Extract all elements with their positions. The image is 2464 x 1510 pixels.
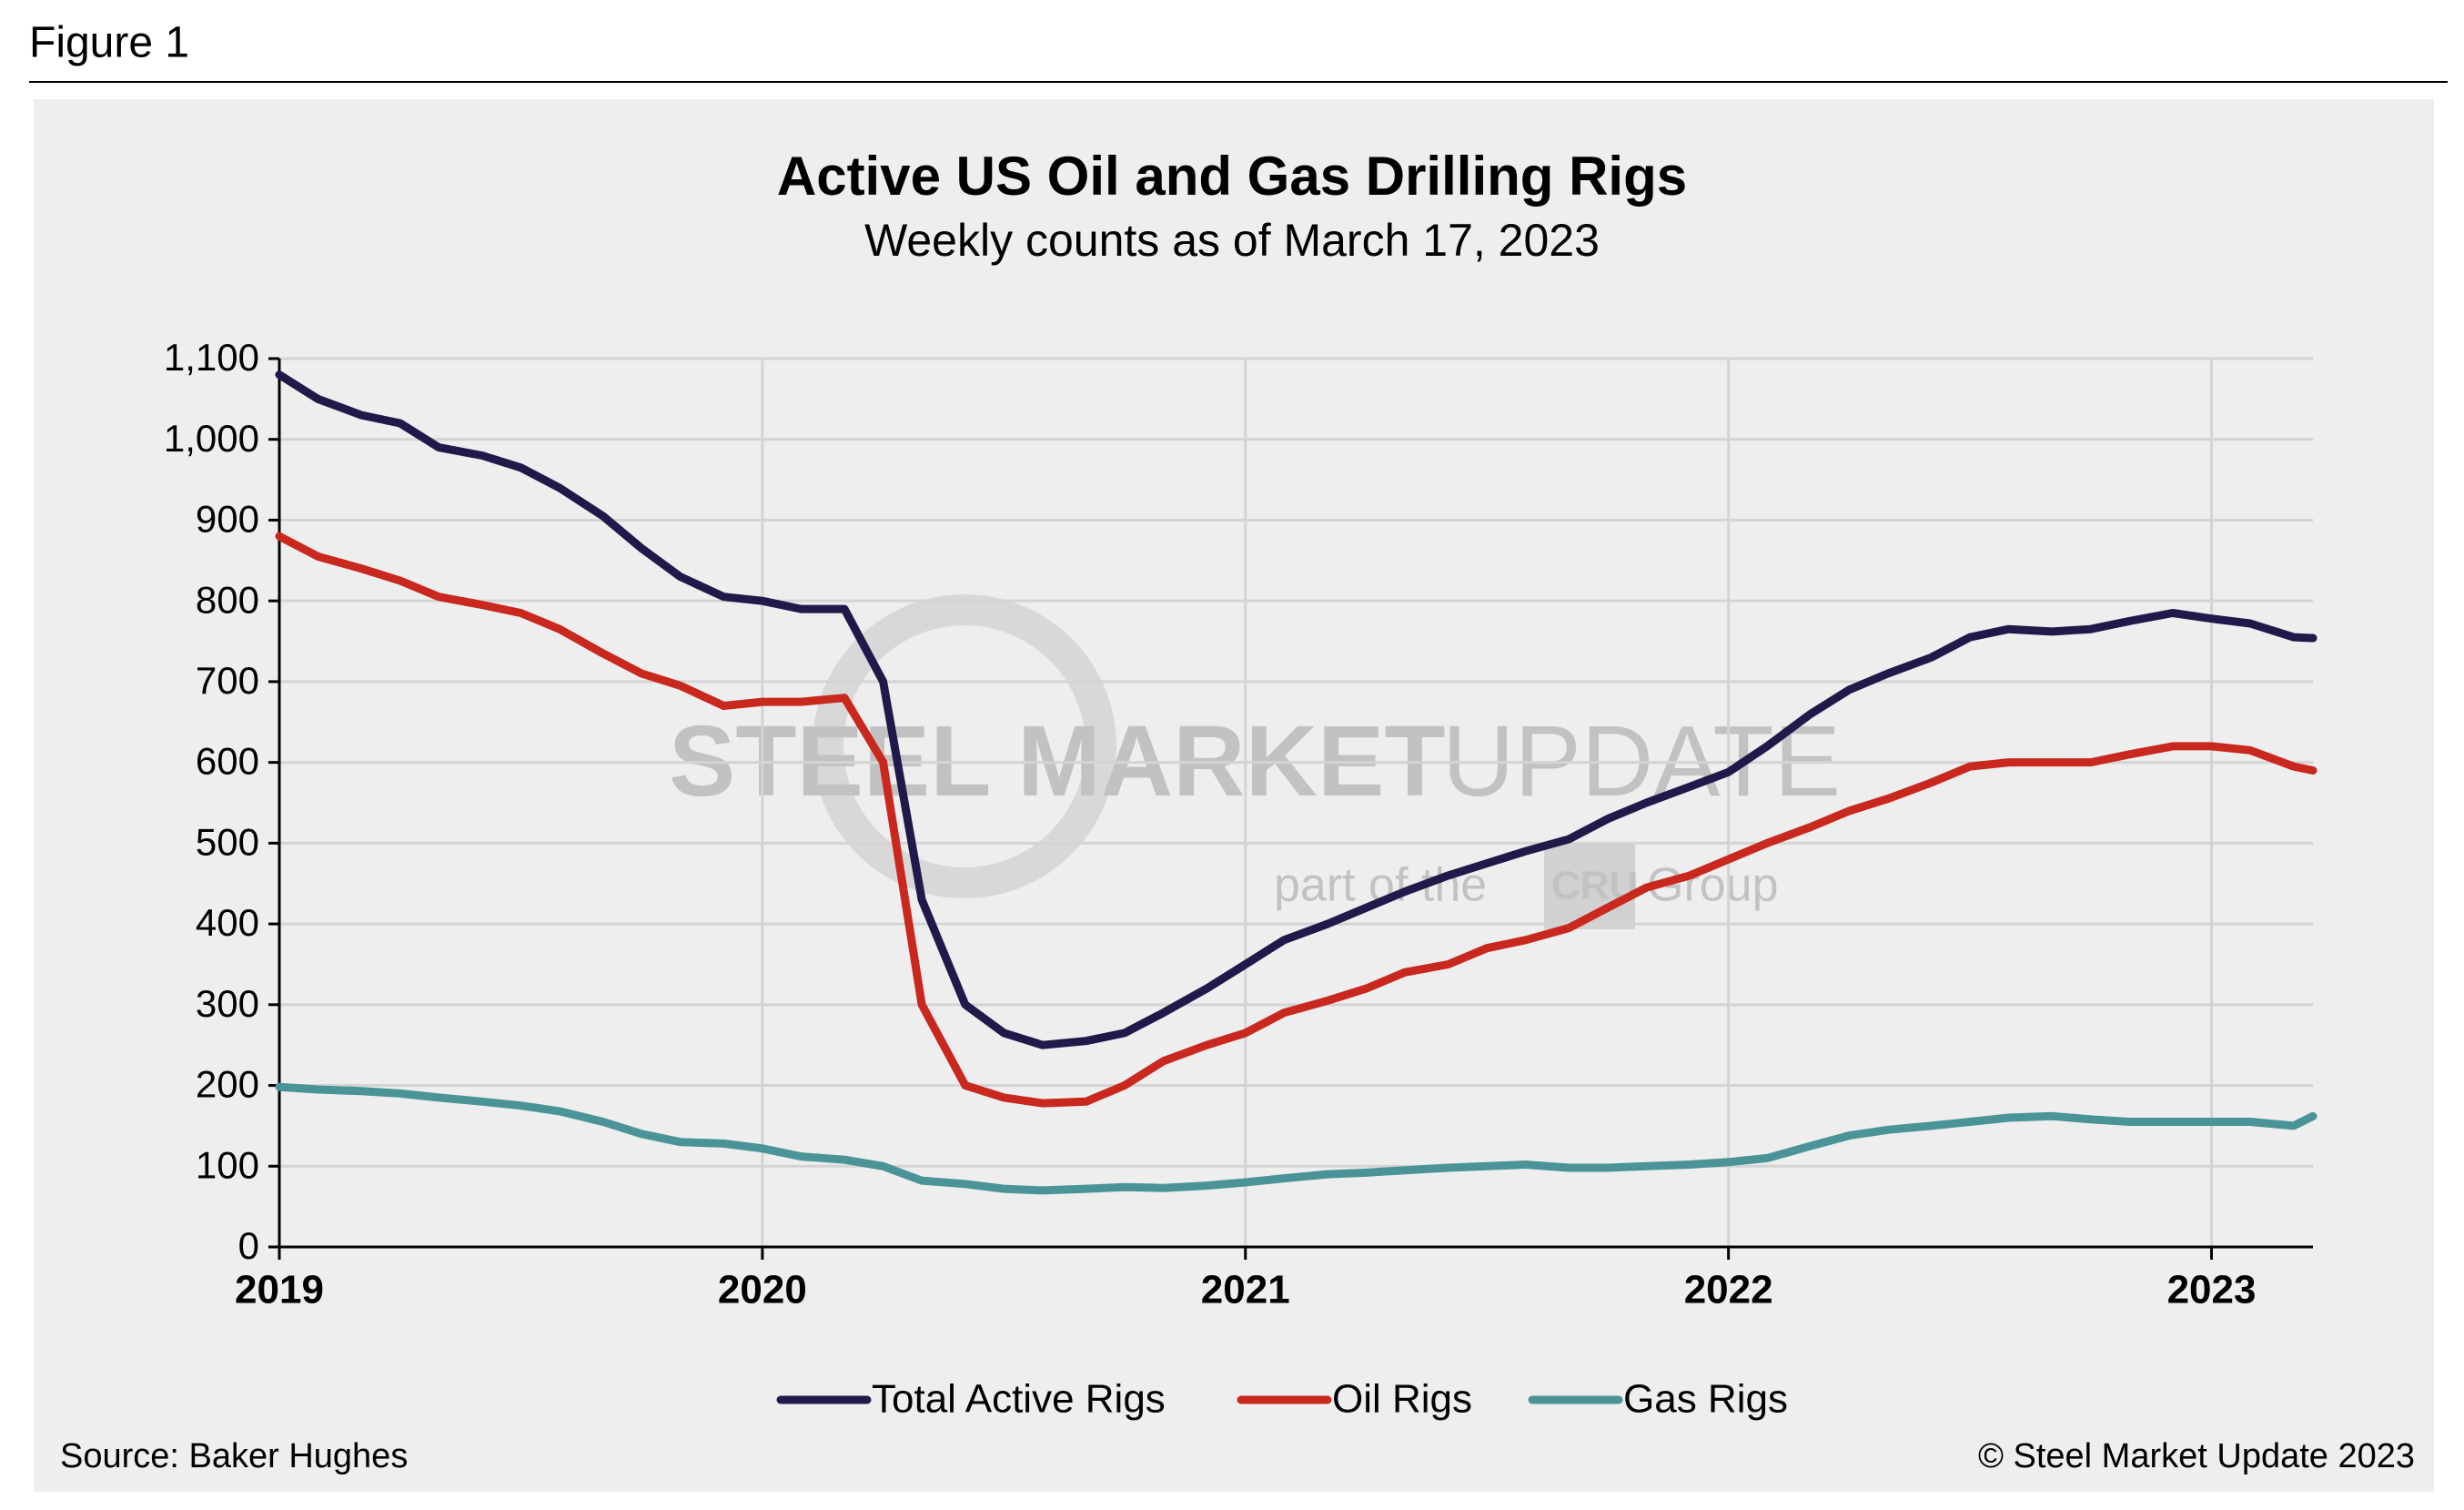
x-tick-label: 2020 [718,1268,807,1312]
y-tick-label: 300 [196,982,259,1025]
source: Source: Baker Hughes [60,1437,408,1475]
y-tick-label: 900 [196,498,259,541]
legend-label: Oil Rigs [1332,1377,1472,1422]
y-tick-label: 100 [196,1143,259,1186]
y-tick-label: 500 [196,820,259,863]
figure-label: Figure 1 [29,19,189,67]
y-tick-label: 800 [196,578,259,621]
series-line [275,532,2318,1108]
x-tick-label: 2021 [1201,1268,1290,1312]
y-tick-label: 1,100 [164,336,259,379]
chart-title: Active US Oil and Gas Drilling Rigs [777,146,1687,207]
x-tick-label: 2023 [2167,1268,2257,1312]
y-tick-label: 600 [196,740,259,783]
y-tick-label: 0 [238,1224,259,1267]
y-tick-label: 700 [196,659,259,702]
chart-panel [30,96,2438,1495]
x-tick-label: 2022 [1684,1268,1773,1312]
y-tick-label: 1,000 [164,417,259,460]
watermark-ring [813,594,1116,898]
y-tick-label: 400 [196,901,259,944]
chart-subtitle: Weekly counts as of March 17, 2023 [864,215,1600,266]
y-tick-label: 200 [196,1063,259,1106]
series-line [275,370,2318,1049]
series-line [275,1082,2318,1195]
copyright: © Steel Market Update 2023 [1978,1437,2415,1475]
x-tick-label: 2019 [235,1268,324,1312]
legend-label: Total Active Rigs [872,1377,1166,1422]
legend-label: Gas Rigs [1623,1377,1788,1422]
